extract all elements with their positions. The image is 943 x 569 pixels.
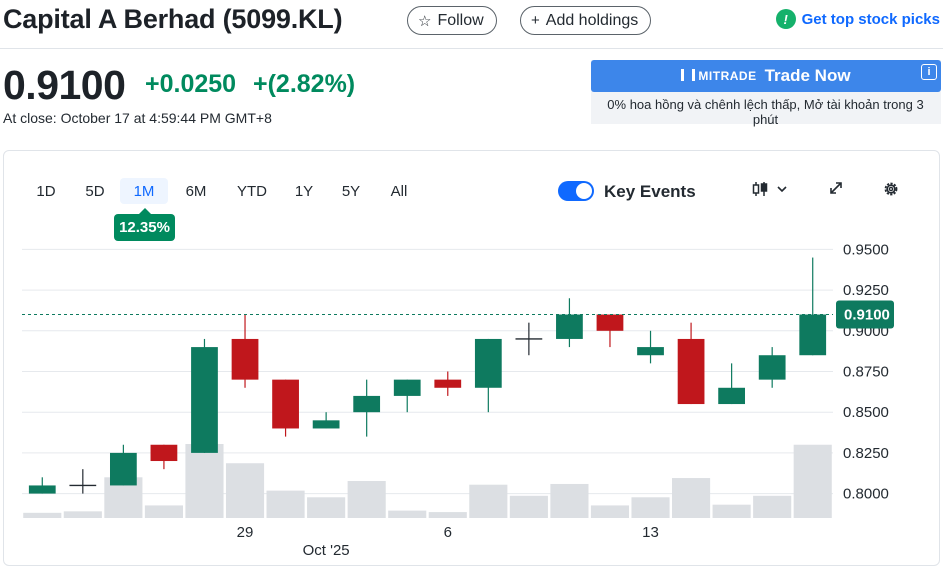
x-tick-label: 29	[237, 524, 254, 541]
chart-settings-button[interactable]	[882, 180, 900, 198]
volume-bar	[793, 444, 832, 518]
volume-bar	[225, 463, 265, 518]
volume-bar	[672, 478, 711, 518]
last-price-tag	[836, 300, 894, 329]
candle-body[interactable]	[191, 347, 218, 453]
volume-bar	[753, 495, 792, 518]
x-axis-month-label: Oct '25	[303, 542, 350, 559]
volume-bar	[631, 497, 670, 518]
toggle-knob	[576, 183, 592, 199]
volume-bar	[144, 505, 183, 518]
candlestick-icon	[752, 182, 768, 196]
exclamation-badge-icon: !	[775, 9, 796, 29]
y-tick-label: 0.9250	[843, 282, 889, 299]
volume-bar	[388, 510, 427, 518]
star-outline-icon: ☆	[418, 12, 432, 30]
y-tick-label: 0.8750	[843, 364, 889, 381]
candle-body[interactable]	[393, 379, 421, 396]
chevron-down-icon	[777, 186, 787, 193]
range-change-badge: 12.35%	[114, 208, 175, 241]
last-price-label: 0.9100	[844, 307, 890, 324]
top-stock-picks-link[interactable]: ! Get top stock picks	[775, 9, 940, 29]
page-title: Capital A Berhad (5099.KL)	[3, 4, 343, 34]
ad-description: 0% hoa hồng và chênh lệch thấp, Mở tài k…	[607, 97, 924, 127]
follow-button[interactable]: ☆ Follow	[407, 6, 497, 35]
candle-body[interactable]	[758, 355, 786, 380]
candle-body[interactable]	[434, 379, 462, 388]
candle-body[interactable]	[677, 338, 705, 405]
candle-body[interactable]	[312, 420, 340, 429]
volume-bar	[712, 504, 751, 518]
add-holdings-label: Add holdings	[545, 11, 639, 29]
x-tick-label: 6	[444, 524, 452, 541]
ad-brand-logo: MITRADE	[681, 69, 756, 83]
range-tab-1y[interactable]: 1Y	[294, 182, 314, 200]
volume-bar	[590, 505, 630, 518]
candle-body[interactable]	[718, 387, 746, 405]
header-divider	[0, 48, 943, 49]
price-change: +0.0250	[145, 70, 237, 98]
follow-label: Follow	[437, 11, 484, 29]
plus-icon: +	[531, 12, 540, 29]
price-change-percent: +(2.82%)	[253, 70, 356, 98]
candle-body[interactable]	[272, 379, 299, 429]
advertisement[interactable]: MITRADE Trade Now i 0% hoa hồng và chênh…	[591, 60, 941, 127]
ad-cta-label: Trade Now	[764, 66, 851, 85]
expand-button[interactable]	[828, 180, 844, 196]
candle-body[interactable]	[799, 314, 827, 356]
volume-bar	[63, 511, 102, 518]
candle-body[interactable]	[596, 314, 624, 331]
volume-bar	[307, 497, 346, 518]
y-tick-label: 0.8250	[843, 445, 889, 462]
range-tab-5y[interactable]: 5Y	[341, 182, 361, 200]
candle-body[interactable]	[556, 314, 583, 339]
volume-bar	[428, 512, 467, 518]
gear-icon	[884, 182, 898, 196]
range-tab-ytd[interactable]: YTD	[237, 182, 267, 200]
current-price: 0.9100	[3, 62, 126, 108]
key-events-label: Key Events	[604, 182, 696, 201]
range-tab-1d[interactable]: 1D	[36, 182, 56, 200]
volume-bar	[469, 484, 508, 518]
volume-bar	[347, 481, 386, 518]
close-timestamp: At close: October 17 at 4:59:44 PM GMT+8	[3, 110, 272, 126]
ad-trade-now-button[interactable]: MITRADE Trade Now	[591, 60, 941, 92]
candle-body[interactable]	[109, 452, 137, 486]
range-tab-1m[interactable]: 1M	[120, 178, 168, 204]
key-events-toggle[interactable]	[558, 181, 594, 201]
volume-bar	[550, 483, 589, 518]
range-tab-6m[interactable]: 6M	[185, 182, 207, 200]
candle-body[interactable]	[637, 347, 664, 356]
candle-body[interactable]	[353, 395, 381, 413]
volume-bar	[185, 444, 224, 518]
volume-bar	[23, 512, 62, 518]
range-tab-all[interactable]: All	[390, 182, 408, 200]
mitrade-logo-icon	[681, 69, 696, 81]
ad-brand-label: MITRADE	[698, 69, 757, 83]
volume-bar	[509, 495, 548, 518]
volume-bar	[266, 490, 305, 518]
candle-body[interactable]	[231, 338, 259, 380]
range-tab-5d[interactable]: 5D	[85, 182, 105, 200]
y-tick-label: 0.8000	[843, 486, 889, 503]
chart-type-dropdown[interactable]	[751, 180, 789, 198]
y-tick-label: 0.8500	[843, 404, 889, 421]
candle-body[interactable]	[150, 444, 178, 462]
ad-info-icon[interactable]: i	[921, 64, 937, 80]
candle-body[interactable]	[474, 338, 502, 388]
candle-body[interactable]	[28, 485, 56, 494]
add-holdings-button[interactable]: + Add holdings	[520, 6, 652, 35]
y-tick-label: 0.9500	[843, 241, 889, 258]
x-tick-label: 13	[642, 524, 659, 541]
top-stock-picks-label: Get top stock picks	[801, 10, 940, 28]
expand-icon	[830, 182, 842, 194]
